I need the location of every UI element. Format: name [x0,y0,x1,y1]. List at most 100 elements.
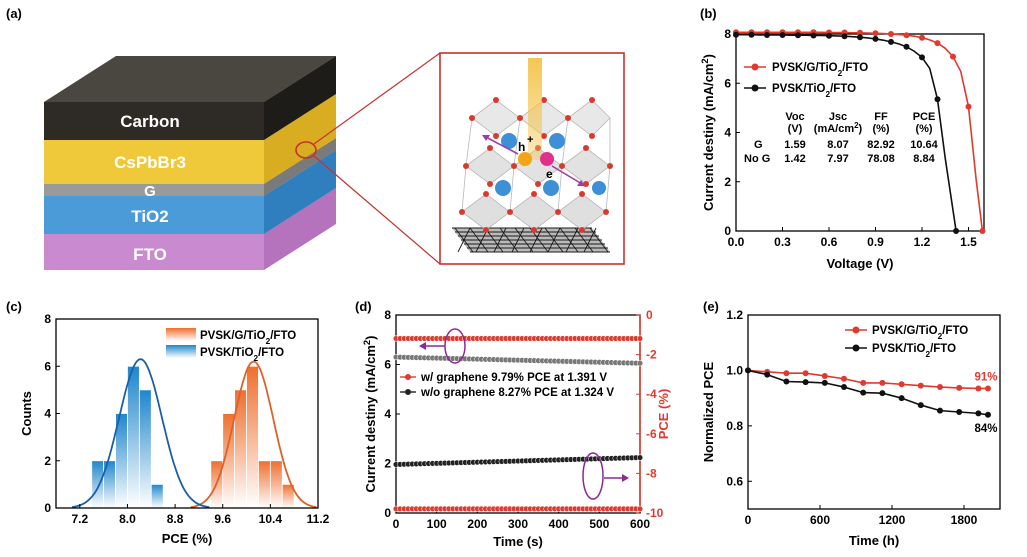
data-point [860,389,867,396]
highlight-ellipse-right [582,452,604,500]
x-axis-tick-label: 0 [393,517,400,531]
data-point [841,33,848,40]
y2-axis-label: PCE (%) [656,389,671,440]
legend-marker [751,84,759,92]
x-axis-tick-label: 0 [745,513,752,527]
data-point [919,34,925,41]
y-axis-tick-label: 2 [724,175,731,189]
x-axis-tick-label: 1.2 [914,235,931,249]
x-axis-tick-label: 200 [467,517,487,531]
crystal-inset: h + e [452,58,613,253]
y-axis-tick-label: 4 [44,407,51,421]
right-arrow-icon [622,474,629,482]
table-header: FF [874,111,888,123]
layer-label-fto: FTO [133,245,167,264]
data-point [821,372,828,379]
y-axis-label: Current destiny (mA/cm2) [700,54,716,211]
hole-arrow [483,135,519,155]
data-point [764,371,771,378]
plot-frame [395,314,641,514]
data-point [917,402,924,409]
table-cell: 82.92 [867,139,895,151]
layer-carbon [44,56,336,140]
table-header: PCE [913,111,936,123]
legend-label: w/ graphene 9.79% PCE at 1.391 V [420,372,607,384]
y-axis-tick-label: 4 [724,126,731,140]
y2-axis-tick-label: -10 [646,506,664,520]
y2-axis-tick-label: -2 [646,348,657,362]
y-axis-tick-label: 8 [724,27,731,41]
x-axis-tick-label: 0.3 [774,235,791,249]
data-point [783,370,790,377]
legend-label: PVSK/TiO2/FTO [872,343,956,359]
histogram-bar [269,460,283,509]
left-arrow-icon [419,342,426,350]
data-point [979,228,986,234]
hole-charge-label: + [527,134,533,146]
data-point [903,43,910,50]
x-axis-tick-label: 8.0 [119,512,136,526]
histogram-bar [246,365,259,509]
legend-label: PVSK/G/TiO2/FTO [872,325,968,341]
table-cell: 1.42 [784,153,805,165]
layer-label-graphene: G [144,183,156,200]
x-axis-tick-label: 10.4 [259,512,283,526]
legend-label: PVSK/G/TiO2/FTO [200,330,296,346]
table-header: Voc [785,111,804,123]
data-point [872,35,879,42]
gaussian-fit-line [190,360,317,508]
series-line [747,369,989,416]
data-point [810,32,817,39]
legend-label: PVSK/TiO2/FTO [200,347,284,363]
legend-marker [405,374,411,380]
panel-label-c: (c) [6,299,22,314]
legend-swatch [166,328,196,341]
table-header: Jsc [829,111,847,123]
plot-frame [747,314,1001,510]
data-point [937,407,943,414]
x-axis-tick-label: 0.6 [821,235,838,249]
x-axis-tick-label: 0.0 [728,235,745,249]
y-axis-tick-label: 1.0 [726,363,743,377]
data-point [975,385,982,392]
table-unit: (%) [915,123,932,135]
gaussian-fit-line [71,358,210,508]
electron-particle [540,152,554,166]
x-axis-tick-label: 7.2 [71,512,88,526]
data-point [956,409,963,415]
x-axis-tick-label: 600 [630,517,650,531]
hole-label: h [518,140,525,154]
data-point [745,367,751,374]
data-point [802,379,809,386]
panel-label-b: (b) [700,6,717,21]
data-point [953,228,960,234]
panel-label-e: (e) [703,299,719,314]
y-axis-tick-label: 0 [724,224,731,238]
table-unit: (%) [872,123,889,135]
x-axis-tick-label: 1800 [951,513,978,527]
y-axis-tick-label: 0.8 [726,419,743,433]
data-point [956,384,963,391]
y-axis-tick-label: 0.6 [726,474,743,488]
layer-label-tio2: TiO2 [131,207,168,226]
histogram-bar [258,460,271,509]
data-point [975,410,982,417]
data-point [985,411,991,418]
x-axis-tick-label: 1200 [879,513,906,527]
x-axis-label: Voltage (V) [827,256,894,271]
y2-axis-tick-label: -6 [646,427,657,441]
data-point [965,103,972,110]
data-point [857,34,863,41]
layer-label-carbon: Carbon [120,112,180,131]
data-point [888,38,894,45]
legend-label: w/o graphene 8.27% PCE at 1.324 V [420,387,614,399]
legend-marker [405,389,411,395]
y-axis-tick-label: 2 [44,454,51,468]
table-cell: 8.84 [913,153,935,165]
data-point [934,40,941,47]
x-axis-tick-label: 500 [589,517,609,531]
x-axis-label: PCE (%) [162,531,213,546]
histogram-bar [91,460,105,509]
device-stack: Carbon CsPbBr3 G TiO2 FTO [44,56,336,270]
x-axis-label: Time (s) [493,534,543,549]
